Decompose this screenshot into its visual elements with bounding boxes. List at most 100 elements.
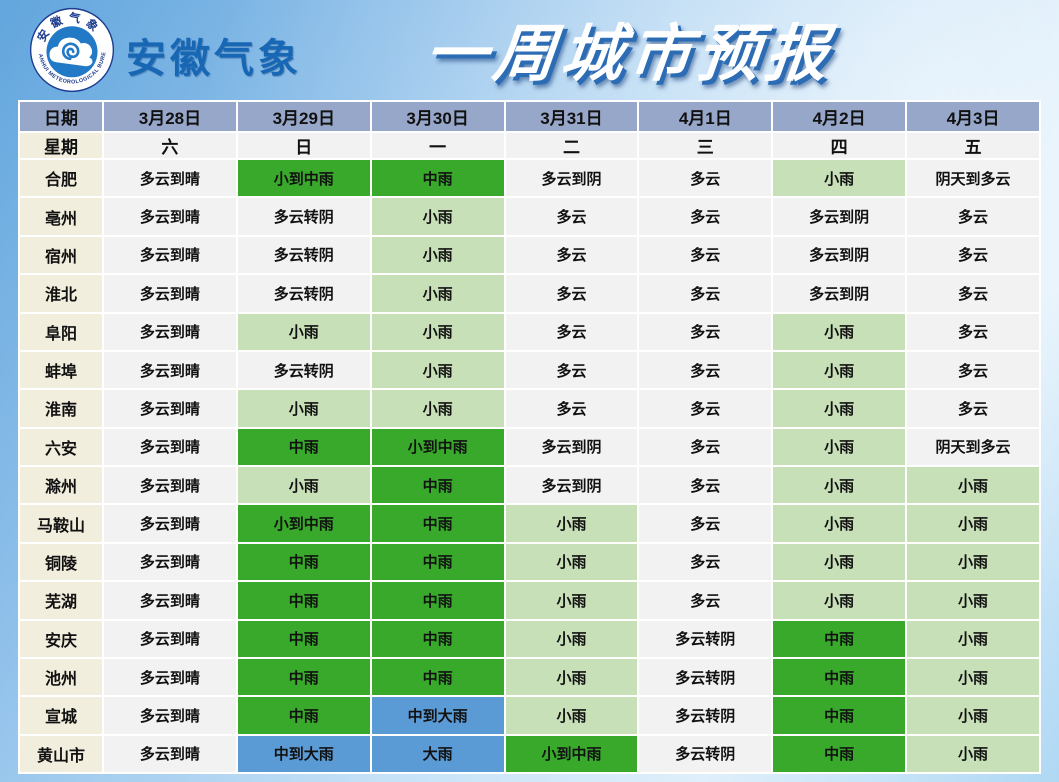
city-row-阜阳: 阜阳 多云到晴 小雨 小雨 多云 多云 小雨 多云: [18, 311, 1041, 352]
forecast-cell-r15-c5: 中雨: [771, 733, 908, 775]
forecast-cell-r13-c3: 小雨: [503, 656, 640, 698]
forecast-cell-r15-c6: 小雨: [905, 733, 1041, 775]
forecast-cell-r10-c4: 多云: [637, 541, 774, 583]
forecast-cell-r6-c0: 多云到晴: [102, 388, 238, 429]
forecast-cell-r8-c1: 小雨: [235, 464, 372, 506]
city-row-马鞍山: 马鞍山 多云到晴 小到中雨 中雨 小雨 多云 小雨 小雨: [18, 503, 1041, 544]
forecast-cell-r4-c0: 多云到晴: [102, 311, 238, 352]
forecast-cell-r3-c2: 小雨: [369, 273, 506, 314]
corner-date-label: 日期: [18, 100, 104, 133]
forecast-cell-r1-c1: 多云转阴: [235, 196, 372, 237]
forecast-cell-r7-c1: 中雨: [235, 426, 372, 468]
weekday-6: 五: [905, 131, 1041, 160]
forecast-cell-r7-c0: 多云到晴: [102, 426, 238, 468]
forecast-cell-r9-c3: 小雨: [503, 503, 640, 544]
forecast-cell-r4-c6: 多云: [905, 311, 1041, 352]
city-row-安庆: 安庆 多云到晴 中雨 中雨 小雨 多云转阴 中雨 小雨: [18, 618, 1041, 659]
city-row-铜陵: 铜陵 多云到晴 中雨 中雨 小雨 多云 小雨 小雨: [18, 541, 1041, 583]
city-row-滁州: 滁州 多云到晴 小雨 中雨 多云到阴 多云 小雨 小雨: [18, 464, 1041, 506]
forecast-cell-r5-c2: 小雨: [369, 349, 506, 391]
forecast-cell-r4-c2: 小雨: [369, 311, 506, 352]
forecast-cell-r3-c5: 多云到阴: [771, 273, 908, 314]
forecast-cell-r5-c5: 小雨: [771, 349, 908, 391]
forecast-cell-r15-c4: 多云转阴: [637, 733, 774, 775]
forecast-cell-r14-c2: 中到大雨: [369, 695, 506, 736]
city-name-黄山市: 黄山市: [18, 733, 104, 775]
forecast-cell-r8-c3: 多云到阴: [503, 464, 640, 506]
forecast-cell-r15-c2: 大雨: [369, 733, 506, 775]
city-name-滁州: 滁州: [18, 464, 104, 506]
city-name-淮北: 淮北: [18, 273, 104, 314]
weekday-5: 四: [771, 131, 908, 160]
forecast-cell-r14-c5: 中雨: [771, 695, 908, 736]
forecast-cell-r15-c0: 多云到晴: [102, 733, 238, 775]
forecast-cell-r11-c1: 中雨: [235, 580, 372, 621]
forecast-cell-r4-c1: 小雨: [235, 311, 372, 352]
city-name-淮南: 淮南: [18, 388, 104, 429]
forecast-cell-r4-c4: 多云: [637, 311, 774, 352]
date-header-3: 3月31日: [503, 100, 640, 133]
forecast-cell-r10-c3: 小雨: [503, 541, 640, 583]
city-name-池州: 池州: [18, 656, 104, 698]
date-header-0: 3月28日: [102, 100, 238, 133]
forecast-table: 日期 3月28日 3月29日 3月30日 3月31日 4月1日 4月2日 4月3日 星期六日一二…: [18, 100, 1041, 775]
forecast-cell-r10-c5: 小雨: [771, 541, 908, 583]
forecast-cell-r0-c4: 多云: [637, 157, 774, 199]
forecast-cell-r13-c4: 多云转阴: [637, 656, 774, 698]
forecast-cell-r0-c1: 小到中雨: [235, 157, 372, 199]
forecast-cell-r12-c5: 中雨: [771, 618, 908, 659]
date-header-2: 3月30日: [369, 100, 506, 133]
weekday-1: 日: [235, 131, 372, 160]
forecast-cell-r6-c5: 小雨: [771, 388, 908, 429]
forecast-cell-r3-c0: 多云到晴: [102, 273, 238, 314]
forecast-cell-r1-c3: 多云: [503, 196, 640, 237]
forecast-cell-r2-c2: 小雨: [369, 234, 506, 276]
forecast-cell-r7-c5: 小雨: [771, 426, 908, 468]
forecast-cell-r12-c4: 多云转阴: [637, 618, 774, 659]
forecast-cell-r3-c3: 多云: [503, 273, 640, 314]
forecast-cell-r3-c6: 多云: [905, 273, 1041, 314]
city-row-六安: 六安 多云到晴 中雨 小到中雨 多云到阴 多云 小雨 阴天到多云: [18, 426, 1041, 468]
forecast-cell-r8-c0: 多云到晴: [102, 464, 238, 506]
forecast-cell-r6-c1: 小雨: [235, 388, 372, 429]
forecast-cell-r11-c6: 小雨: [905, 580, 1041, 621]
forecast-cell-r13-c1: 中雨: [235, 656, 372, 698]
forecast-cell-r3-c4: 多云: [637, 273, 774, 314]
date-header-5: 4月2日: [771, 100, 908, 133]
forecast-cell-r1-c0: 多云到晴: [102, 196, 238, 237]
city-name-马鞍山: 马鞍山: [18, 503, 104, 544]
city-row-淮北: 淮北 多云到晴 多云转阴 小雨 多云 多云 多云到阴 多云: [18, 273, 1041, 314]
city-row-宣城: 宣城 多云到晴 中雨 中到大雨 小雨 多云转阴 中雨 小雨: [18, 695, 1041, 736]
forecast-cell-r9-c4: 多云: [637, 503, 774, 544]
forecast-cell-r10-c2: 中雨: [369, 541, 506, 583]
forecast-cell-r2-c1: 多云转阴: [235, 234, 372, 276]
bureau-seal-icon: 安徽气象 ANHUI METEOROLOGICAL BUREAU: [26, 2, 115, 93]
forecast-cell-r8-c4: 多云: [637, 464, 774, 506]
forecast-cell-r7-c3: 多云到阴: [503, 426, 640, 468]
date-header-row: 日期 3月28日 3月29日 3月30日 3月31日 4月1日 4月2日 4月3日: [18, 100, 1041, 133]
city-name-蚌埠: 蚌埠: [18, 349, 104, 391]
forecast-cell-r12-c6: 小雨: [905, 618, 1041, 659]
forecast-cell-r8-c2: 中雨: [369, 464, 506, 506]
forecast-cell-r12-c3: 小雨: [503, 618, 640, 659]
forecast-cell-r8-c6: 小雨: [905, 464, 1041, 506]
forecast-cell-r2-c5: 多云到阴: [771, 234, 908, 276]
anhui-meteorology-logo: 安徽气象 ANHUI METEOROLOGICAL BUREAU: [26, 2, 116, 94]
city-row-芜湖: 芜湖 多云到晴 中雨 中雨 小雨 多云 小雨 小雨: [18, 580, 1041, 621]
date-header-1: 3月29日: [235, 100, 372, 133]
forecast-cell-r1-c6: 多云: [905, 196, 1041, 237]
forecast-cell-r12-c1: 中雨: [235, 618, 372, 659]
forecast-cell-r2-c6: 多云: [905, 234, 1041, 276]
forecast-cell-r6-c3: 多云: [503, 388, 640, 429]
date-header-6: 4月3日: [905, 100, 1041, 133]
forecast-cell-r2-c3: 多云: [503, 234, 640, 276]
forecast-cell-r14-c1: 中雨: [235, 695, 372, 736]
city-row-蚌埠: 蚌埠 多云到晴 多云转阴 小雨 多云 多云 小雨 多云: [18, 349, 1041, 391]
forecast-cell-r0-c2: 中雨: [369, 157, 506, 199]
page-title: 一周城市预报: [421, 20, 837, 89]
forecast-cell-r11-c2: 中雨: [369, 580, 506, 621]
forecast-cell-r5-c4: 多云: [637, 349, 774, 391]
forecast-cell-r9-c6: 小雨: [905, 503, 1041, 544]
forecast-cell-r5-c0: 多云到晴: [102, 349, 238, 391]
forecast-cell-r12-c2: 中雨: [369, 618, 506, 659]
